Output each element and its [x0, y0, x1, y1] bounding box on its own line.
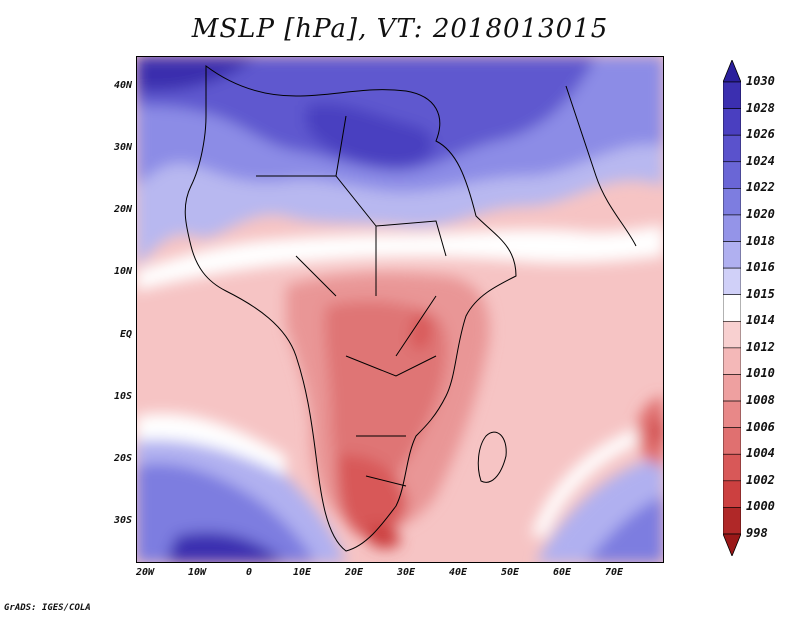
colorbar-segment — [723, 294, 741, 322]
lat-label-30n: 30N — [113, 142, 132, 153]
colorbar-level-label: 1022 — [746, 180, 775, 195]
colorbar-level-label: 1028 — [746, 100, 775, 115]
colorbar-level-label: 1030 — [746, 74, 775, 88]
colorbar-segment — [723, 188, 741, 216]
lon-label-10w: 10W — [187, 567, 207, 578]
lat-label-eq: EQ — [119, 329, 132, 340]
colorbar-segment — [723, 134, 741, 163]
colorbar-segment — [723, 374, 741, 402]
colorbar-level-label: 1000 — [746, 499, 775, 514]
lat-label-30s: 30S — [113, 515, 132, 526]
colorbar-bottom-arrow — [723, 533, 741, 556]
lon-label-50e: 50E — [500, 567, 520, 578]
colorbar-level-label: 998 — [746, 526, 768, 540]
lon-label-40e: 40E — [448, 567, 468, 578]
colorbar-level-label: 1026 — [746, 127, 775, 142]
colorbar-top-arrow — [723, 60, 741, 83]
colorbar-segment — [723, 480, 741, 508]
lat-label-40n: 40N — [113, 80, 132, 91]
lon-label-20w: 20W — [135, 567, 155, 578]
colorbar-segment — [723, 507, 741, 535]
map-title: MSLP [hPa], VT: 2018013015 — [191, 14, 609, 44]
colorbar-level-label: 1024 — [746, 153, 775, 168]
lon-label-70e: 70E — [604, 567, 624, 578]
colorbar-segments — [723, 60, 741, 556]
lon-label-20e: 20E — [344, 567, 364, 578]
colorbar-level-label: 1015 — [746, 286, 775, 301]
colorbar-segment — [723, 427, 741, 455]
colorbar-level-label: 1020 — [746, 206, 775, 221]
colorbar-segment — [723, 453, 741, 482]
mslp-contour-map — [136, 56, 664, 563]
lat-label-10s: 10S — [113, 391, 132, 402]
lat-label-20s: 20S — [113, 453, 132, 464]
colorbar — [723, 60, 741, 556]
colorbar-level-label: 1018 — [746, 233, 775, 248]
colorbar-level-label: 1002 — [746, 472, 775, 487]
colorbar-segment — [723, 81, 741, 109]
colorbar-level-label: 1004 — [746, 446, 775, 461]
colorbar-segment — [723, 267, 741, 296]
colorbar-level-label: 1016 — [746, 260, 775, 275]
lon-label-60e: 60E — [552, 567, 572, 578]
colorbar-segment — [723, 108, 741, 136]
lon-label-0: 0 — [245, 567, 253, 578]
lat-label-20n: 20N — [113, 204, 132, 215]
colorbar-segment — [723, 161, 741, 189]
colorbar-segment — [723, 347, 741, 375]
coastlines — [184, 65, 637, 552]
lat-label-10n: 10N — [113, 266, 132, 277]
colorbar-segment — [723, 400, 741, 428]
colorbar-level-label: 1012 — [746, 339, 775, 354]
lon-label-30e: 30E — [396, 567, 416, 578]
pressure-map — [136, 56, 664, 563]
colorbar-level-label: 1008 — [746, 393, 775, 408]
colorbar-segment — [723, 320, 741, 349]
lon-label-10e: 10E — [292, 567, 312, 578]
colorbar-segment — [723, 241, 741, 269]
grads-credit: GrADS: IGES/COLA — [4, 603, 91, 613]
colorbar-segment — [723, 214, 741, 242]
colorbar-level-label: 1006 — [746, 419, 775, 434]
colorbar-level-label: 1014 — [746, 313, 775, 328]
colorbar-level-label: 1010 — [746, 366, 775, 381]
